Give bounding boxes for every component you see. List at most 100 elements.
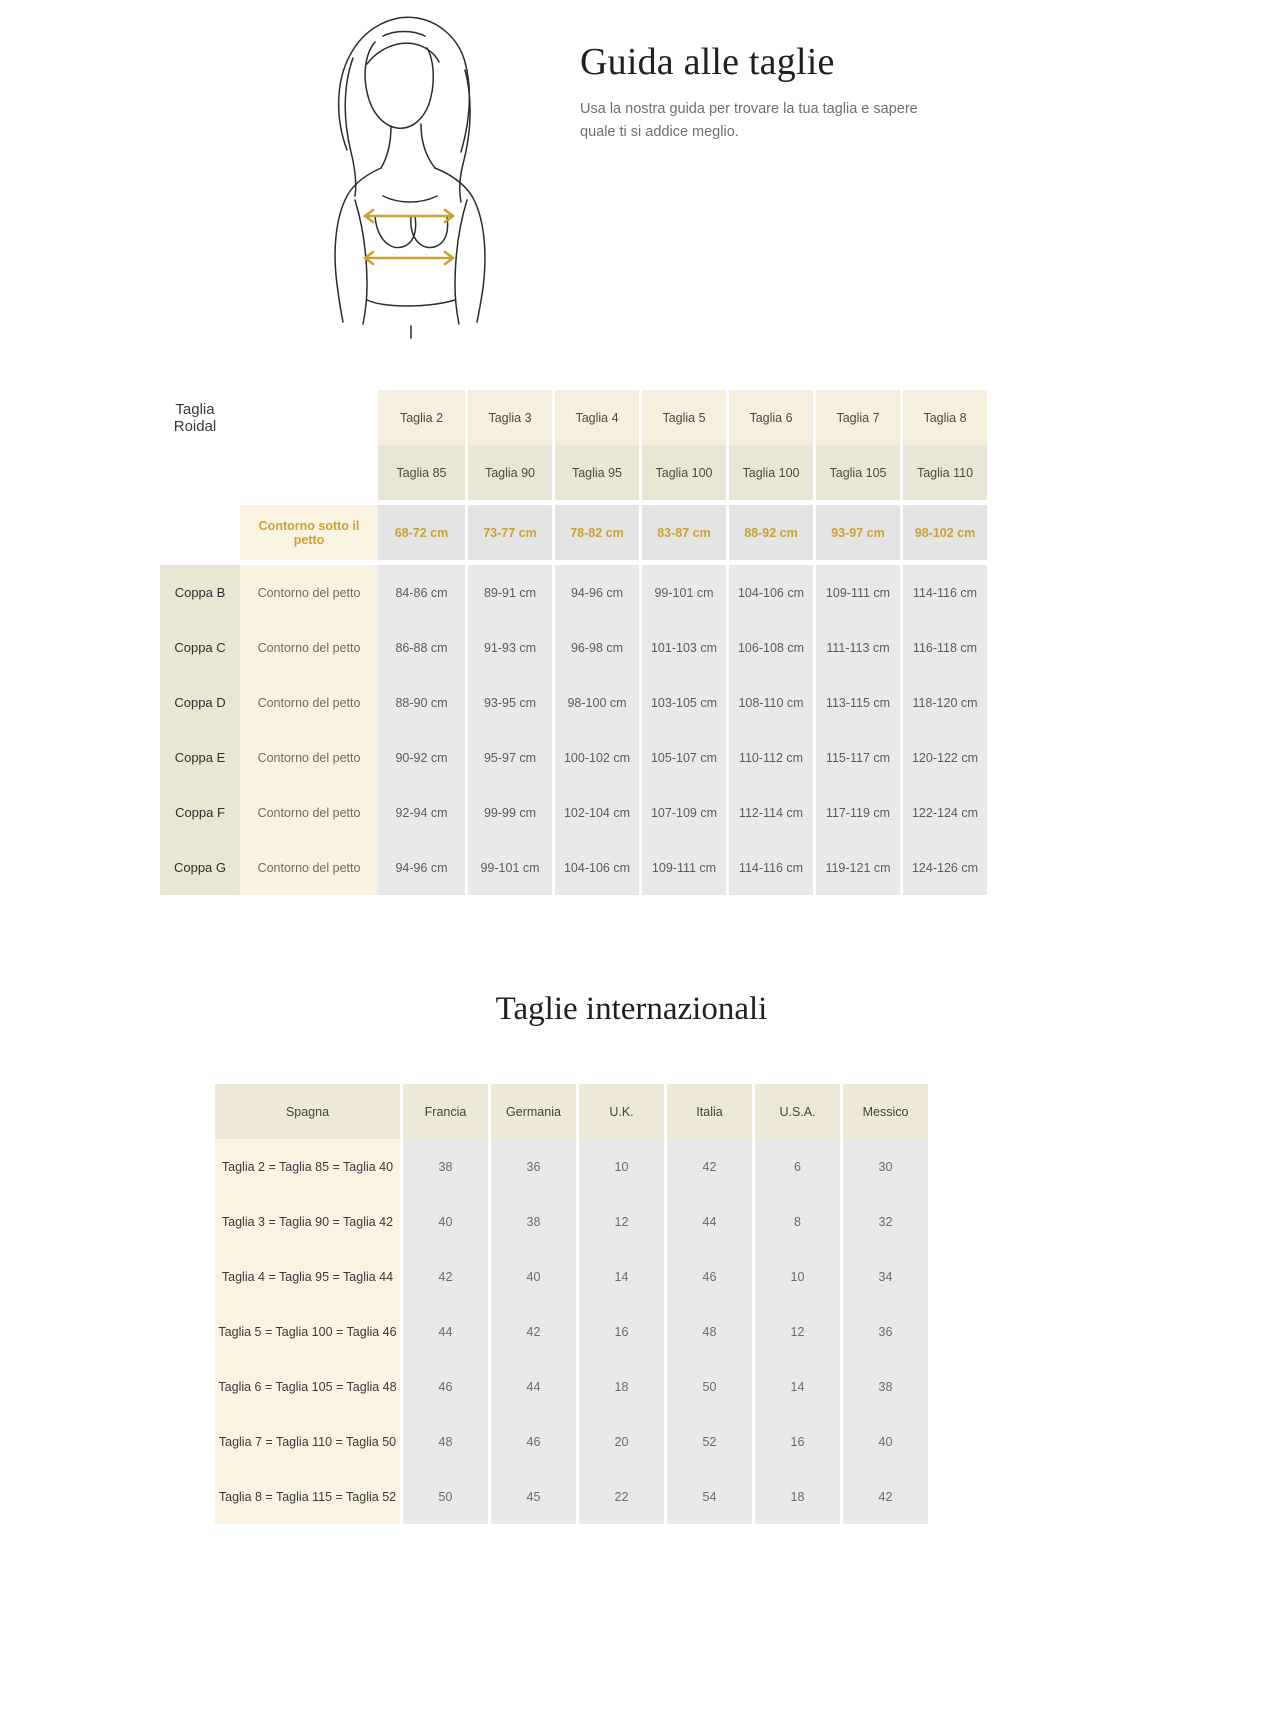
intl-row-value: 42 [488, 1304, 576, 1359]
bust-value-cell: 99-101 cm [465, 840, 552, 895]
size-header-bottom: Taglia 105 [813, 445, 900, 500]
bust-value-cell: 105-107 cm [639, 730, 726, 785]
intl-row-value: 10 [576, 1139, 664, 1194]
intl-row-value: 48 [664, 1304, 752, 1359]
bust-value-cell: 104-106 cm [552, 840, 639, 895]
intl-row-value: 46 [488, 1414, 576, 1469]
intl-row-value: 16 [576, 1304, 664, 1359]
size-header-top: Taglia 5 [639, 390, 726, 445]
intl-column-header: Francia [400, 1084, 488, 1139]
hero-section: Guida alle taglie Usa la nostra guida pe… [0, 0, 1263, 390]
bust-value-cell: 112-114 cm [726, 785, 813, 840]
intl-row-value: 12 [576, 1194, 664, 1249]
size-header-bottom: Taglia 100 [639, 445, 726, 500]
intl-row-value: 42 [664, 1139, 752, 1194]
intl-row-spagna: Taglia 6 = Taglia 105 = Taglia 48 [215, 1359, 400, 1414]
intl-row-value: 10 [752, 1249, 840, 1304]
bust-value-cell: 102-104 cm [552, 785, 639, 840]
intl-row-spagna: Taglia 5 = Taglia 100 = Taglia 46 [215, 1304, 400, 1359]
intl-row-value: 54 [664, 1469, 752, 1524]
bust-value-cell: 104-106 cm [726, 565, 813, 620]
intl-row-value: 30 [840, 1139, 928, 1194]
bust-value-cell: 107-109 cm [639, 785, 726, 840]
bust-value-cell: 110-112 cm [726, 730, 813, 785]
bust-value-cell: 92-94 cm [378, 785, 465, 840]
spacer-cell [240, 390, 378, 445]
bust-value-cell: 109-111 cm [639, 840, 726, 895]
bust-value-cell: 88-90 cm [378, 675, 465, 730]
cup-name-cell: Coppa B [160, 565, 240, 620]
bust-value-cell: 99-101 cm [639, 565, 726, 620]
intl-row-value: 42 [400, 1249, 488, 1304]
intl-row-value: 42 [840, 1469, 928, 1524]
intl-row-value: 48 [400, 1414, 488, 1469]
bust-description-cell: Contorno del petto [240, 840, 378, 895]
bust-description-cell: Contorno del petto [240, 620, 378, 675]
intl-row-value: 44 [488, 1359, 576, 1414]
cup-name-cell: Coppa D [160, 675, 240, 730]
bust-value-cell: 96-98 cm [552, 620, 639, 675]
bust-value-cell: 93-95 cm [465, 675, 552, 730]
bust-value-cell: 117-119 cm [813, 785, 900, 840]
intl-row-value: 44 [664, 1194, 752, 1249]
intl-column-header: Germania [488, 1084, 576, 1139]
size-header-top: Taglia 6 [726, 390, 813, 445]
intl-row-spagna: Taglia 7 = Taglia 110 = Taglia 50 [215, 1414, 400, 1469]
size-header-bottom: Taglia 90 [465, 445, 552, 500]
bust-value-cell: 94-96 cm [378, 840, 465, 895]
intl-row-value: 52 [664, 1414, 752, 1469]
intl-row-value: 38 [840, 1359, 928, 1414]
bust-value-cell: 91-93 cm [465, 620, 552, 675]
size-header-top: Taglia 3 [465, 390, 552, 445]
intl-row-value: 38 [400, 1139, 488, 1194]
table-row-label-taglia-roidal: Taglia Roidal [160, 390, 240, 445]
intl-column-header: U.S.A. [752, 1084, 840, 1139]
size-header-top: Taglia 4 [552, 390, 639, 445]
cup-name-cell: Coppa C [160, 620, 240, 675]
cup-name-cell: Coppa F [160, 785, 240, 840]
bust-value-cell: 118-120 cm [900, 675, 987, 730]
intl-row-value: 46 [400, 1359, 488, 1414]
size-header-bottom: Taglia 85 [378, 445, 465, 500]
woman-bust-measurement-illustration [215, 0, 575, 360]
intl-row-spagna: Taglia 8 = Taglia 115 = Taglia 52 [215, 1469, 400, 1524]
bust-value-cell: 100-102 cm [552, 730, 639, 785]
intl-row-value: 40 [400, 1194, 488, 1249]
intl-row-spagna: Taglia 2 = Taglia 85 = Taglia 40 [215, 1139, 400, 1194]
hero-text-block: Guida alle taglie Usa la nostra guida pe… [580, 41, 1000, 145]
spacer-cell [160, 505, 240, 560]
bust-value-cell: 111-113 cm [813, 620, 900, 675]
bust-value-cell: 94-96 cm [552, 565, 639, 620]
bust-value-cell: 115-117 cm [813, 730, 900, 785]
underbust-value: 98-102 cm [900, 505, 987, 560]
underbust-value: 68-72 cm [378, 505, 465, 560]
bust-value-cell: 106-108 cm [726, 620, 813, 675]
intl-row-value: 22 [576, 1469, 664, 1524]
intl-row-value: 46 [664, 1249, 752, 1304]
bust-value-cell: 120-122 cm [900, 730, 987, 785]
bust-value-cell: 90-92 cm [378, 730, 465, 785]
bust-value-cell: 119-121 cm [813, 840, 900, 895]
intl-row-value: 18 [576, 1359, 664, 1414]
page-title: Guida alle taglie [580, 41, 835, 83]
underbust-value: 83-87 cm [639, 505, 726, 560]
intl-row-spagna: Taglia 3 = Taglia 90 = Taglia 42 [215, 1194, 400, 1249]
intl-row-value: 12 [752, 1304, 840, 1359]
intl-row-value: 44 [400, 1304, 488, 1359]
underbust-label: Contorno sotto il petto [240, 505, 378, 560]
bust-description-cell: Contorno del petto [240, 565, 378, 620]
intl-row-value: 40 [840, 1414, 928, 1469]
underbust-value: 93-97 cm [813, 505, 900, 560]
bust-value-cell: 99-99 cm [465, 785, 552, 840]
intl-row-value: 36 [840, 1304, 928, 1359]
intl-row-value: 45 [488, 1469, 576, 1524]
size-header-bottom: Taglia 100 [726, 445, 813, 500]
bust-value-cell: 122-124 cm [900, 785, 987, 840]
bust-value-cell: 113-115 cm [813, 675, 900, 730]
underbust-value: 73-77 cm [465, 505, 552, 560]
bust-value-cell: 101-103 cm [639, 620, 726, 675]
cup-name-cell: Coppa G [160, 840, 240, 895]
bust-value-cell: 109-111 cm [813, 565, 900, 620]
intl-row-value: 16 [752, 1414, 840, 1469]
intl-row-value: 34 [840, 1249, 928, 1304]
